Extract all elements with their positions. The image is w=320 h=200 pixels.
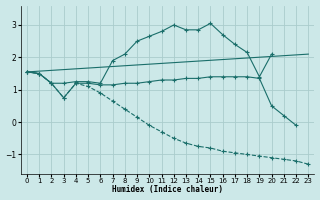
X-axis label: Humidex (Indice chaleur): Humidex (Indice chaleur) xyxy=(112,185,223,194)
